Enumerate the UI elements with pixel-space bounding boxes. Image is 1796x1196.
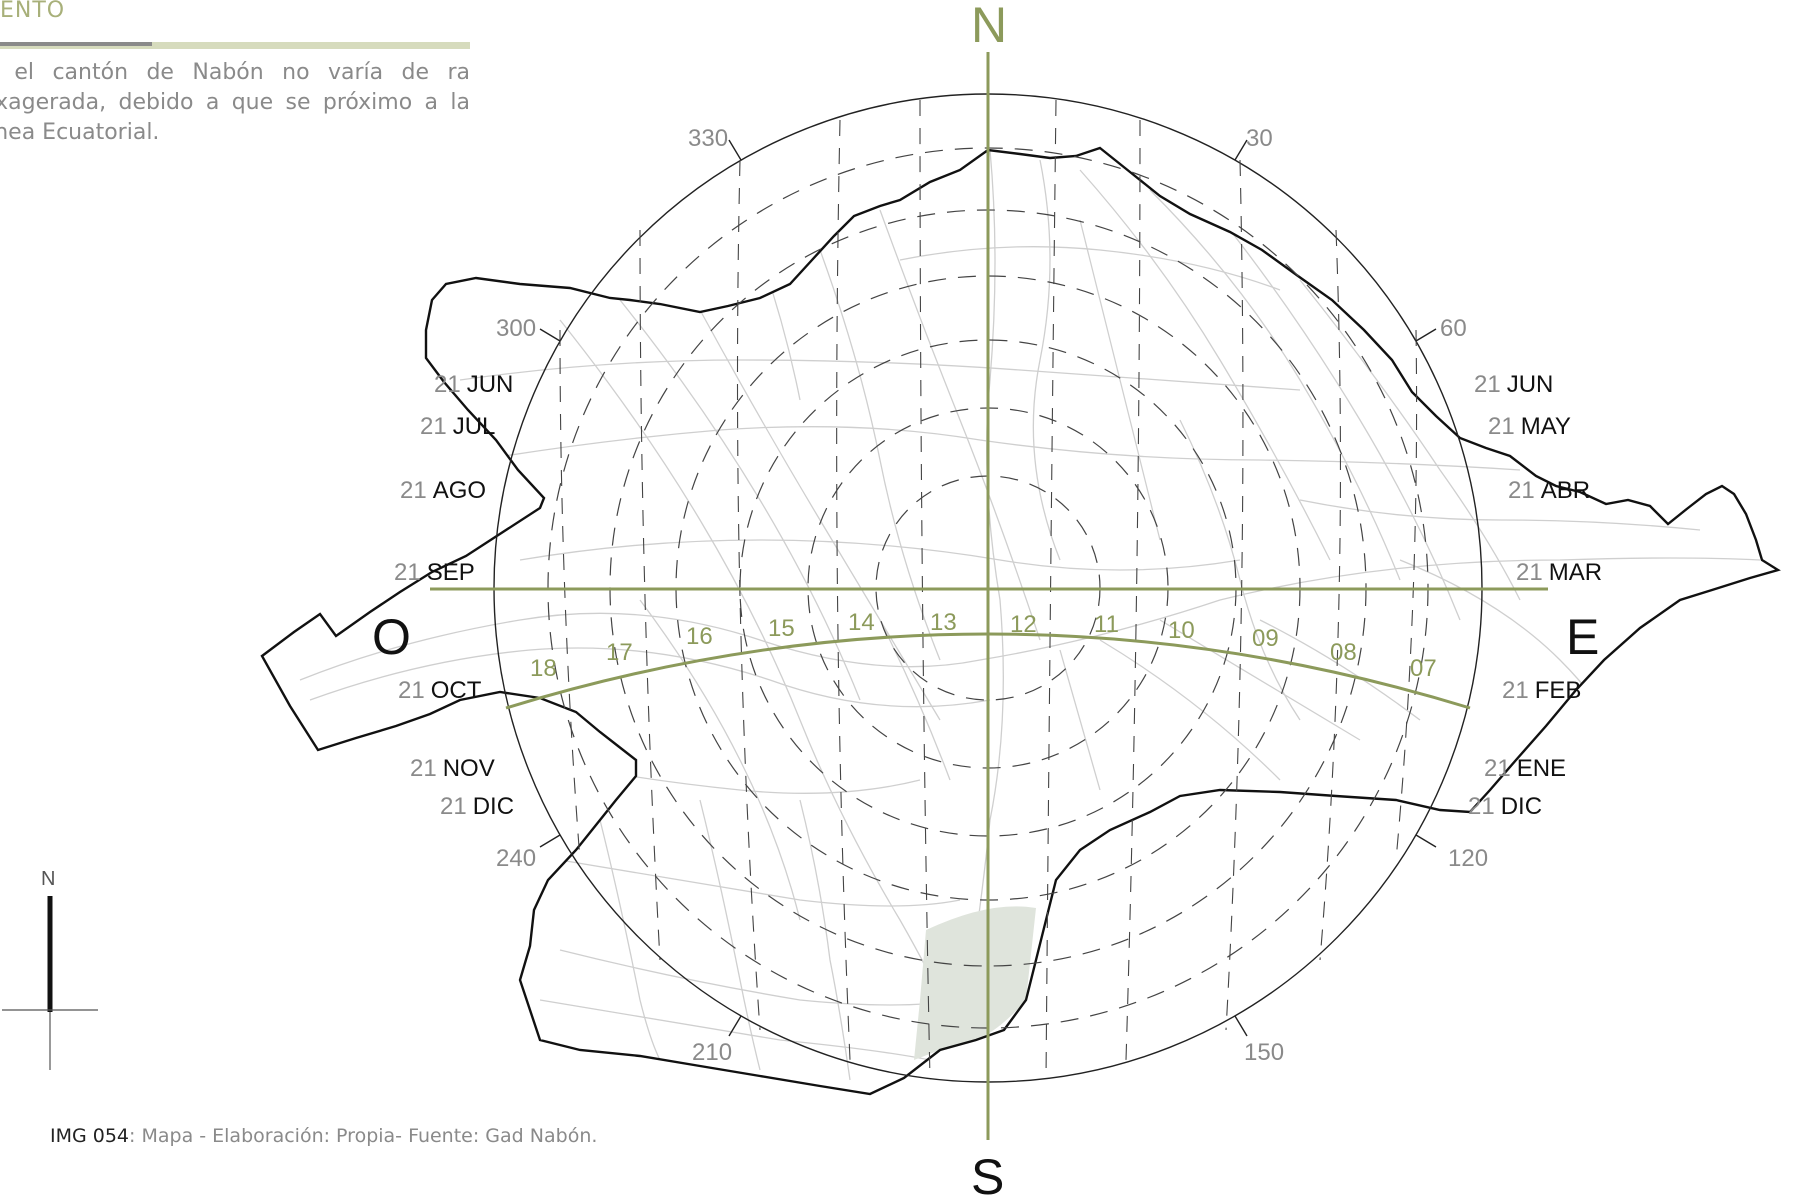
month-label-left: 21 OCT xyxy=(398,677,482,704)
park-area xyxy=(914,906,1036,1060)
hour-label: 16 xyxy=(686,623,713,650)
intro-paragraph: n el cantón de Nabón no varía de ra exag… xyxy=(0,60,470,145)
azimuth-label: 120 xyxy=(1448,845,1488,872)
month-label-right: 21 MAY xyxy=(1488,413,1571,440)
north-arrow xyxy=(2,896,98,1070)
month-label-left: 21 SEP xyxy=(394,559,475,586)
hour-label: 14 xyxy=(848,609,875,636)
hour-label: 11 xyxy=(1094,611,1119,638)
title-rule xyxy=(0,42,470,49)
hour-label: 15 xyxy=(768,615,795,642)
month-label-left: 21 JUN xyxy=(434,371,513,398)
compass-north: N xyxy=(971,0,1007,53)
caption-ref: IMG 054 xyxy=(50,1125,130,1147)
month-label-left: 21 AGO xyxy=(400,477,486,504)
hour-label: 13 xyxy=(930,609,957,636)
azimuth-label: 240 xyxy=(496,845,536,872)
azimuth-label: 330 xyxy=(688,125,728,152)
azimuth-label: 150 xyxy=(1244,1039,1284,1066)
month-label-right: 21 JUN xyxy=(1474,371,1553,398)
hour-label: 18 xyxy=(530,655,557,682)
compass-letters: N xyxy=(971,0,1007,53)
month-label-right: 21 ABR xyxy=(1508,477,1590,504)
municipal-boundary xyxy=(260,146,1781,1096)
compass-south: S xyxy=(971,1149,1004,1196)
azimuth-label: 300 xyxy=(496,315,536,342)
hour-label: 12 xyxy=(1010,611,1037,638)
street-network xyxy=(299,149,1761,1081)
section-title: ENTO xyxy=(0,0,66,23)
month-label-left: 21 JUL xyxy=(420,413,495,440)
month-label-left: 21 NOV xyxy=(410,755,495,782)
title-rule-accent xyxy=(0,42,152,46)
month-label-left: 21 DIC xyxy=(440,793,514,820)
compass-east: E xyxy=(1566,609,1599,665)
hour-labels: 18 17 16 15 14 13 12 11 10 09 08 07 xyxy=(530,609,1437,682)
compass-west: O xyxy=(372,609,411,665)
hour-label: 09 xyxy=(1252,625,1279,652)
caption-text: : Mapa - Elaboración: Propia- Fuente: Ga… xyxy=(129,1125,598,1147)
sun-path-arc xyxy=(505,632,1471,710)
hour-lines xyxy=(559,99,1418,1081)
figure-caption: IMG 054: Mapa - Elaboración: Propia- Fue… xyxy=(50,1125,597,1147)
hour-label: 08 xyxy=(1330,639,1357,666)
month-label-right: 21 MAR xyxy=(1516,559,1602,586)
month-labels-right: 21 JUN 21 MAY 21 ABR 21 MAR 21 FEB 21 ENE 21 DI… xyxy=(1468,371,1602,820)
hour-label: 07 xyxy=(1410,655,1437,682)
azimuth-label: 60 xyxy=(1440,315,1467,342)
month-label-right: 21 ENE xyxy=(1484,755,1566,782)
month-labels-left: 21 JUN 21 JUL 21 AGO 21 SEP 21 OCT 21 NOV 21 DI… xyxy=(394,371,514,820)
month-label-right: 21 FEB xyxy=(1502,677,1581,704)
month-label-right: 21 DIC xyxy=(1468,793,1542,820)
azimuth-ticks xyxy=(539,139,1437,1037)
azimuth-label: 30 xyxy=(1246,125,1273,152)
hour-label: 17 xyxy=(606,639,633,666)
north-arrow-label: N xyxy=(41,868,56,890)
azimuth-labels: 30 60 120 150 210 240 300 330 xyxy=(496,125,1488,1066)
azimuth-label: 210 xyxy=(692,1039,732,1066)
hour-label: 10 xyxy=(1168,617,1195,644)
